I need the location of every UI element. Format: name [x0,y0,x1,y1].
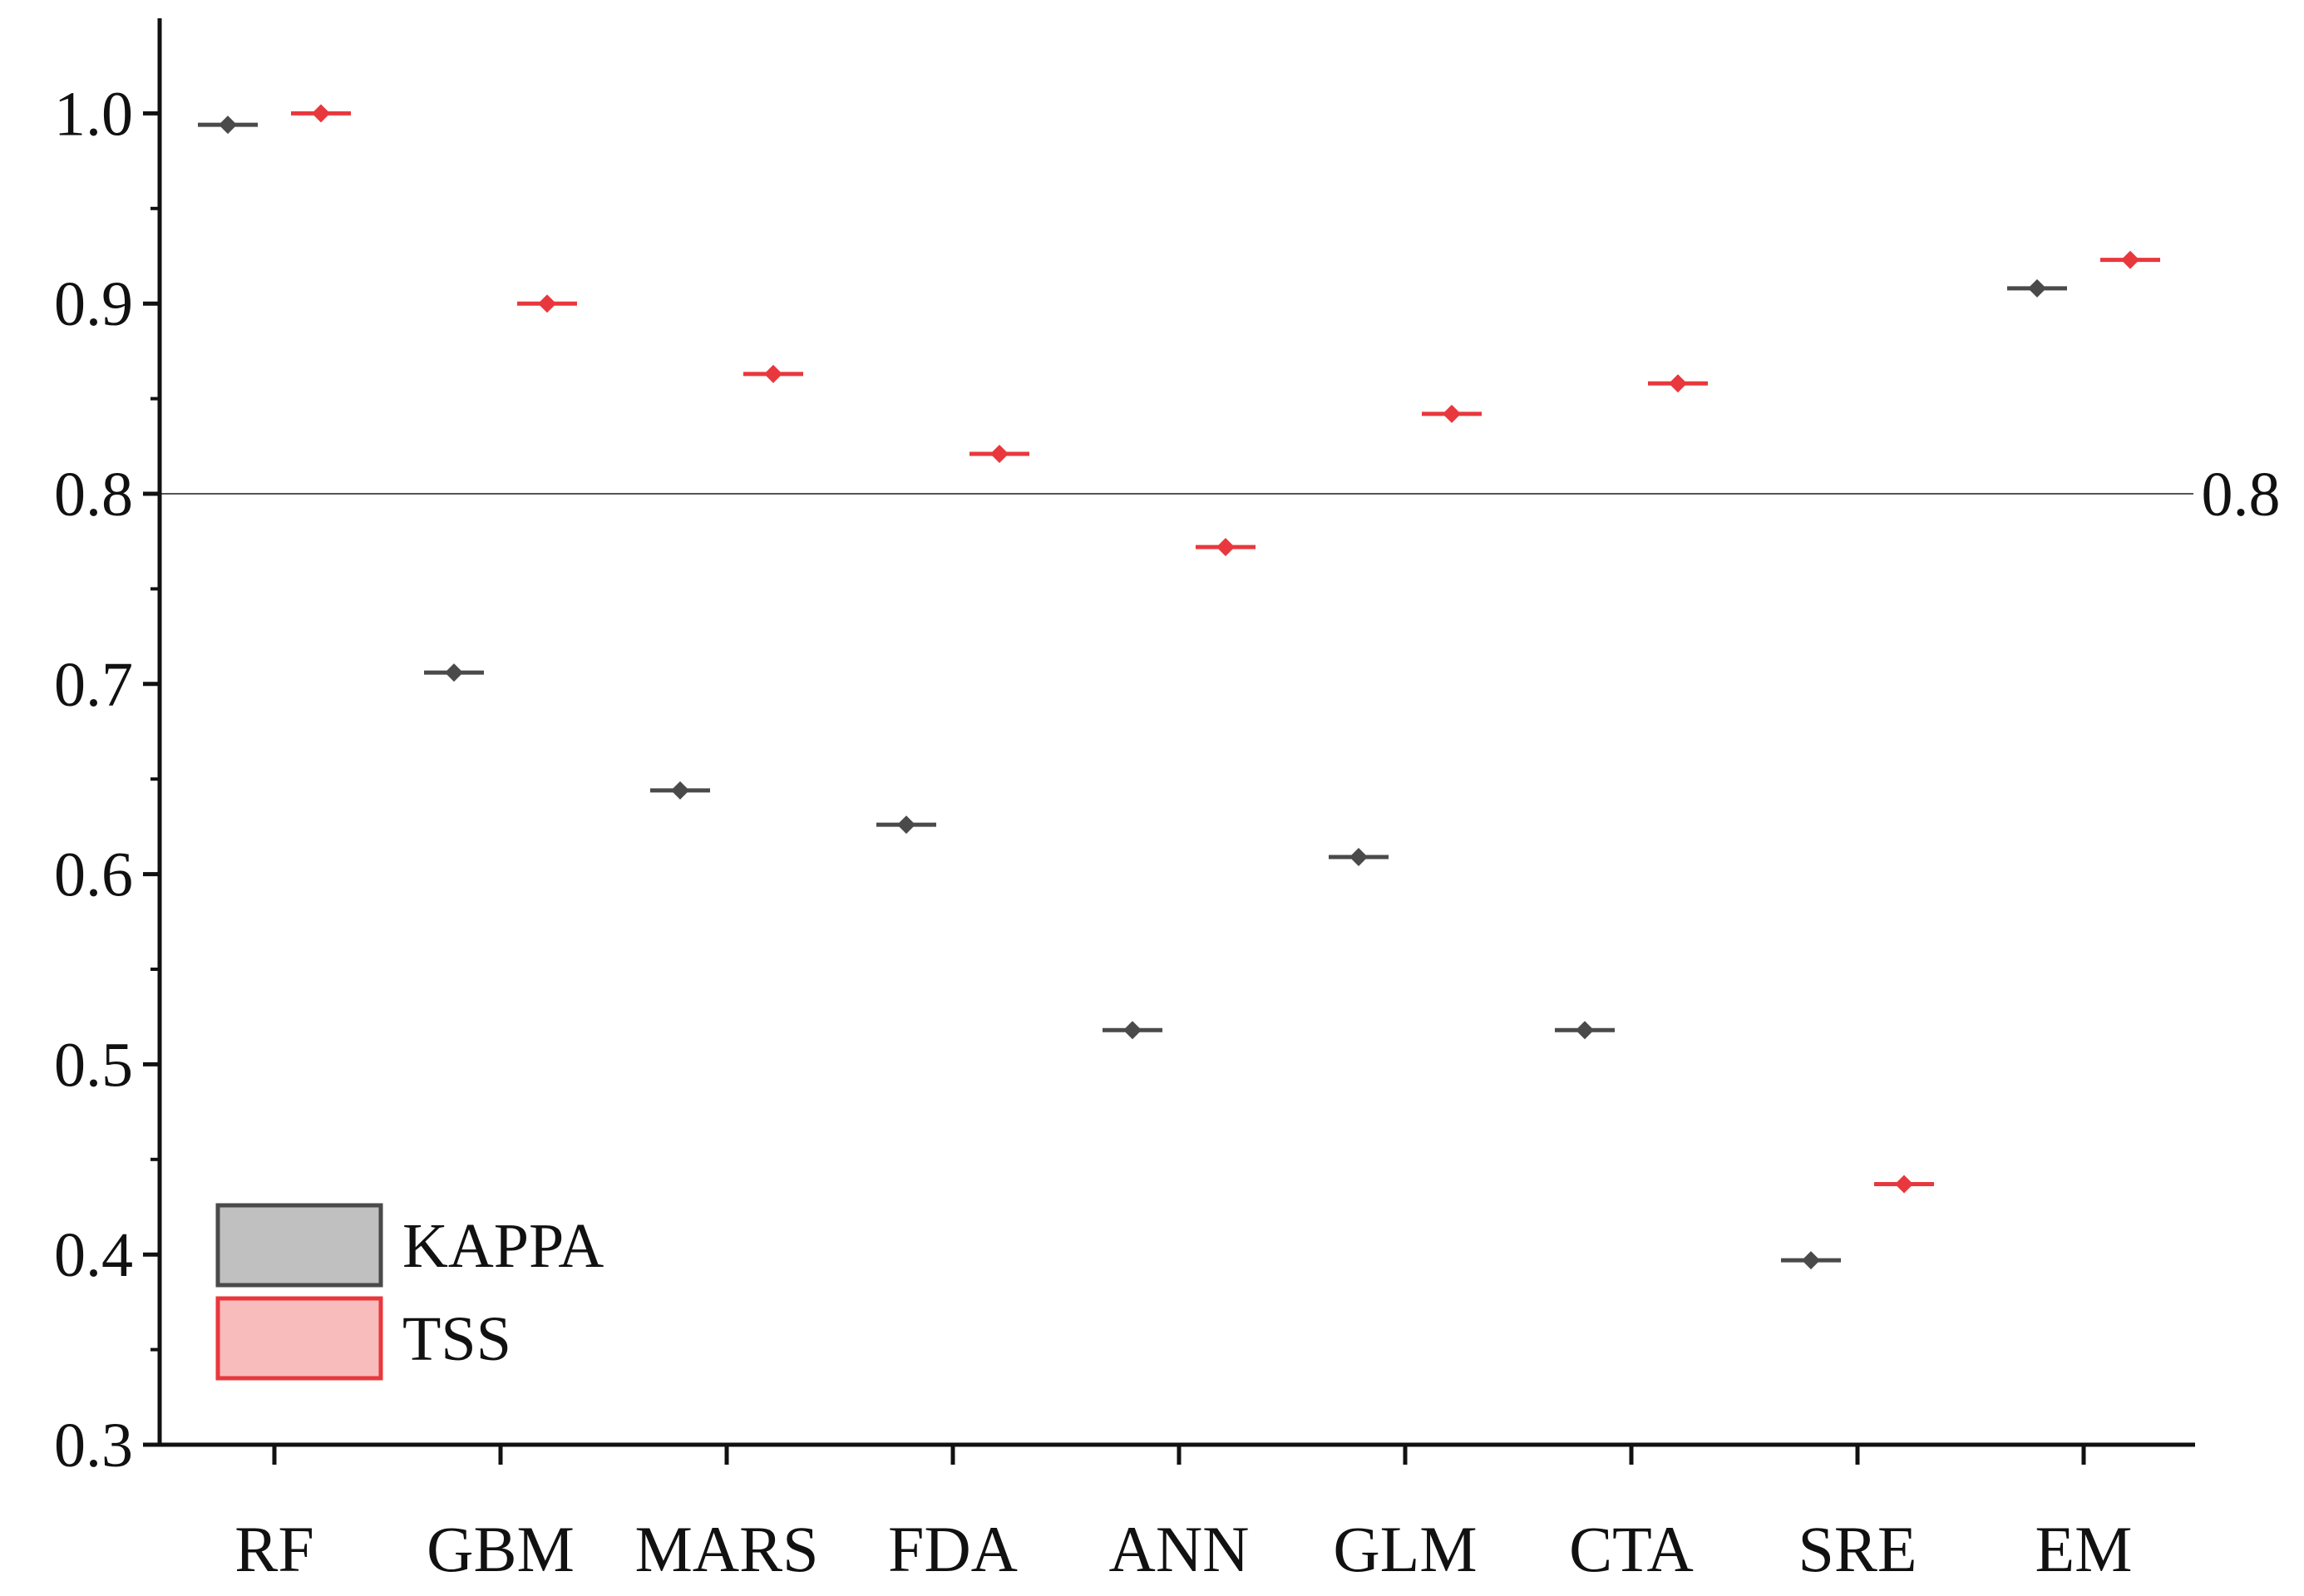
point-kappa [1123,1021,1142,1040]
y-tick-label: 0.5 [54,1030,133,1100]
point-kappa [2028,278,2046,298]
y-tick-label: 0.3 [54,1411,133,1480]
x-tick-label: CTA [1569,1513,1694,1585]
point-kappa [1576,1021,1594,1040]
y-tick-label: 0.9 [54,269,133,339]
y-tick-label: 0.4 [54,1220,133,1290]
legend-label-tss: TSS [402,1304,511,1374]
data-marks [198,104,2160,1270]
point-tss [1669,374,1687,393]
point-kappa [219,116,237,135]
x-tick-label: MARS [634,1513,818,1585]
legend-label-kappa: KAPPA [402,1211,604,1281]
x-tick-label: GLM [1333,1513,1477,1585]
point-tss [2121,250,2139,269]
x-tick-label: ANN [1109,1513,1250,1585]
reference-line-group: 0.8 [160,460,2281,530]
legend: KAPPA TSS [215,1203,604,1381]
legend-swatch-tss [215,1296,383,1381]
y-axis-ticks: 0.3 0.4 0.5 0.6 0.7 0.8 0.9 1.0 [54,79,160,1480]
x-tick-label: FDA [888,1513,1018,1585]
point-kappa [671,781,689,800]
x-tick-label: GBM [427,1513,575,1585]
point-tss [1216,538,1235,557]
x-tick-label: EM [2035,1513,2133,1585]
x-tick-label: RF [234,1513,313,1585]
point-tss [990,444,1009,463]
point-tss [312,104,330,123]
point-tss [1443,404,1461,423]
point-kappa [445,663,463,682]
reference-line-label: 0.8 [2202,460,2281,530]
point-kappa [897,815,915,835]
y-tick-label: 0.6 [54,840,133,910]
x-axis-ticks: RF GBM MARS FDA ANN GLM CTA SRE EM [234,1445,2133,1585]
point-kappa [1802,1251,1820,1270]
point-kappa [1349,848,1368,867]
legend-swatch-kappa [215,1203,383,1288]
point-tss [538,294,556,313]
point-tss [764,364,782,383]
y-tick-label: 1.0 [54,79,133,149]
y-tick-label: 0.8 [54,460,133,530]
x-tick-label: SRE [1798,1513,1917,1585]
y-tick-label: 0.7 [54,650,133,720]
point-tss [1895,1175,1913,1194]
